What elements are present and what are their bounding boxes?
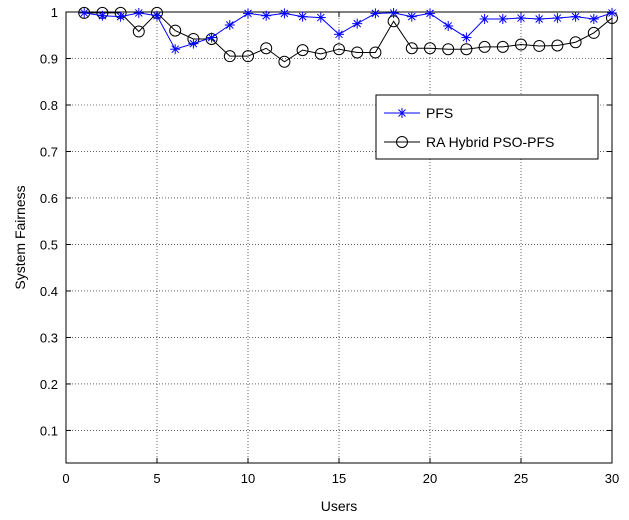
point-ra-hybrid [551, 39, 564, 52]
y-tick-label: 0.5 [40, 237, 58, 252]
point-ra-hybrid [533, 39, 546, 52]
point-pfs [297, 11, 308, 22]
point-ra-hybrid [515, 38, 527, 51]
y-tick-label: 0.3 [40, 330, 58, 345]
y-tick-label: 0.6 [40, 191, 58, 206]
point-pfs [370, 8, 381, 19]
x-tick-label: 20 [423, 471, 437, 486]
legend-asterisk-marker [397, 108, 407, 118]
point-pfs [516, 13, 526, 24]
point-ra-hybrid [496, 40, 509, 53]
axis-ticks: 0 5 10 15 20 25 30 0.1 0.2 0.3 0.4 0.5 0.6 0.7 0.8 0.9 1 [40, 5, 619, 486]
point-ra-hybrid [424, 42, 436, 55]
point-pfs [133, 7, 144, 18]
y-tick-label: 0.1 [40, 423, 58, 438]
point-pfs [352, 18, 363, 29]
x-tick-label: 10 [241, 471, 255, 486]
x-tick-label: 5 [153, 471, 160, 486]
point-pfs [261, 10, 272, 21]
point-ra-hybrid [405, 42, 418, 55]
x-tick-label: 30 [605, 471, 619, 486]
point-ra-hybrid [260, 42, 273, 55]
point-pfs [206, 32, 217, 43]
series-layer [78, 6, 618, 68]
point-pfs [552, 13, 563, 24]
y-tick-label: 0.9 [40, 51, 58, 66]
point-pfs [188, 38, 199, 49]
legend: PFS RA Hybrid PSO-PFS [375, 94, 599, 160]
point-pfs [388, 7, 399, 18]
point-ra-hybrid [78, 6, 91, 19]
point-pfs [97, 10, 108, 21]
point-ra-hybrid [278, 55, 291, 68]
legend-box [375, 94, 599, 160]
x-tick-label: 25 [514, 471, 528, 486]
point-ra-hybrid [333, 43, 345, 56]
point-pfs [115, 11, 126, 22]
point-pfs [607, 7, 617, 18]
y-tick-label: 0.7 [40, 144, 58, 159]
point-ra-hybrid [351, 46, 364, 59]
point-pfs [425, 8, 435, 19]
point-ra-hybrid [369, 46, 382, 59]
point-pfs [406, 11, 417, 22]
point-pfs [443, 20, 454, 31]
legend-circle-marker [396, 136, 408, 148]
legend-label-pfs: PFS [426, 105, 453, 121]
point-ra-hybrid [460, 43, 473, 56]
point-ra-hybrid [569, 36, 582, 49]
point-pfs [170, 44, 181, 55]
legend-marker-pfs [397, 108, 407, 118]
x-tick-label: 0 [62, 471, 69, 486]
series-line-ra-hybrid [84, 12, 613, 63]
y-tick-label: 0.8 [40, 98, 58, 113]
legend-entry-pfs: PFS [384, 105, 453, 121]
point-ra-hybrid [223, 50, 236, 63]
point-ra-hybrid [132, 25, 145, 38]
x-tick-label: 15 [332, 471, 346, 486]
point-pfs [461, 32, 472, 43]
point-pfs [334, 29, 344, 40]
point-pfs [79, 7, 90, 18]
legend-entry-ra-hybrid: RA Hybrid PSO-PFS [384, 134, 554, 150]
y-axis-label: System Fairness [12, 185, 28, 289]
y-tick-label: 0.4 [40, 284, 58, 299]
y-tick-label: 1 [51, 5, 58, 20]
point-pfs [534, 13, 545, 24]
point-ra-hybrid [242, 50, 254, 63]
point-pfs [224, 20, 235, 31]
point-ra-hybrid [478, 40, 491, 53]
point-pfs [152, 10, 162, 21]
point-pfs [279, 8, 290, 19]
y-tick-label: 0.2 [40, 377, 58, 392]
grid-lines [66, 12, 612, 463]
legend-label-ra-hybrid: RA Hybrid PSO-PFS [426, 134, 554, 150]
legend-marker-ra-hybrid [396, 136, 408, 148]
point-pfs [570, 11, 581, 22]
point-ra-hybrid [587, 26, 600, 39]
point-ra-hybrid [296, 44, 309, 57]
point-ra-hybrid [442, 43, 455, 56]
point-ra-hybrid [169, 24, 182, 37]
point-pfs [497, 13, 508, 24]
series-line-pfs [84, 12, 613, 50]
point-pfs [588, 13, 599, 24]
point-ra-hybrid [314, 47, 327, 60]
point-pfs [243, 8, 253, 19]
point-pfs [479, 13, 490, 24]
x-axis-label: Users [321, 498, 358, 514]
point-pfs [315, 12, 326, 23]
